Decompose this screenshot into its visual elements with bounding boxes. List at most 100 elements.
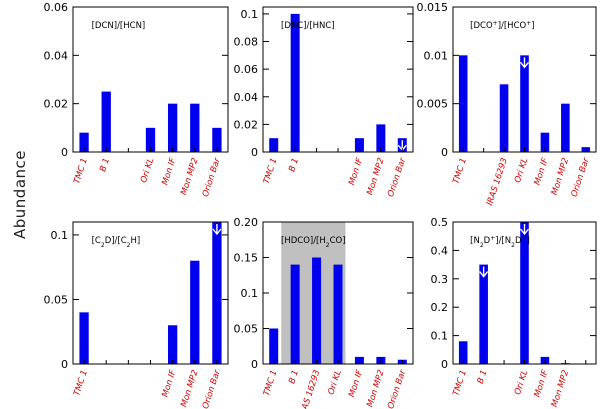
bar-mon-if bbox=[354, 138, 364, 152]
bar-mon-if bbox=[167, 103, 178, 152]
category-label: B 1 bbox=[476, 369, 490, 385]
bar-tmc-1 bbox=[79, 132, 89, 152]
bar-ori-kl bbox=[333, 264, 343, 364]
y-tick-label: 0.06 bbox=[44, 1, 69, 14]
category-label: TMC 1 bbox=[72, 157, 90, 185]
bar-mon-mp2 bbox=[376, 124, 386, 152]
y-tick-label: 0.08 bbox=[234, 36, 259, 49]
category-label: Mon MP2 bbox=[365, 369, 386, 409]
y-tick-label: 0.20 bbox=[234, 216, 259, 229]
bar-tmc-1 bbox=[269, 328, 279, 364]
y-tick-label: 0.5 bbox=[431, 216, 449, 229]
category-label: Ori KL bbox=[139, 157, 156, 185]
y-tick-label: 0.3 bbox=[431, 273, 449, 286]
category-label: Mon IF bbox=[160, 369, 178, 399]
bar-b-1 bbox=[101, 91, 111, 152]
bar-ori-kl bbox=[520, 55, 529, 153]
category-label: Mon MP2 bbox=[550, 157, 571, 197]
panel-2: 0 0.02 0.04 0.06 0.08 0.1 TMC 1 B 1 Mon IF Mon MP… bbox=[234, 6, 414, 198]
category-label: Orion Bar bbox=[201, 368, 223, 409]
category-label: B 1 bbox=[287, 157, 301, 173]
category-label: Mon IF bbox=[347, 157, 365, 187]
category-label: Orion Bar bbox=[386, 156, 408, 198]
y-tick-label: 0.02 bbox=[234, 118, 259, 131]
category-label: TMC 1 bbox=[451, 157, 469, 185]
category-label: Ori KL bbox=[513, 157, 530, 185]
bar-mon-mp2 bbox=[190, 260, 200, 364]
category-label: TMC 1 bbox=[72, 369, 90, 397]
panel-title: [DCN]/[HCN] bbox=[92, 21, 146, 31]
y-tick-label: 0.04 bbox=[234, 91, 259, 104]
panel-1: 0 0.02 0.04 0.06 TMC 1 B 1 Ori KL Mon IF Mon MP2… bbox=[44, 1, 229, 198]
category-label: Mon IF bbox=[160, 157, 178, 187]
panel-title: [DCO+]/[HCO+] bbox=[470, 20, 534, 32]
y-tick-label: 0.1 bbox=[431, 330, 449, 343]
y-tick-label: 0.05 bbox=[234, 323, 259, 336]
category-label: Orion Bar bbox=[386, 368, 408, 409]
category-label: Orion Bar bbox=[570, 156, 592, 198]
y-tick-label: 0.15 bbox=[234, 252, 259, 265]
category-label: Orion Bar bbox=[201, 156, 223, 198]
category-label: IRAS 16293 bbox=[298, 369, 323, 409]
category-label: Mon MP2 bbox=[365, 157, 386, 197]
y-tick-label: 0 bbox=[441, 358, 448, 371]
category-label: B 1 bbox=[287, 369, 301, 385]
y-tick-label: 0.1 bbox=[241, 287, 259, 300]
category-label: Ori KL bbox=[326, 369, 343, 397]
category-label: Mon IF bbox=[347, 369, 365, 399]
y-tick-label: 0 bbox=[251, 358, 258, 371]
category-label: TMC 1 bbox=[451, 369, 469, 397]
category-label: Mon MP2 bbox=[179, 157, 200, 197]
panel-6: 0 0.1 0.2 0.3 0.4 0.5 TMC 1 B 1 Ori KL Mon IF Mon … bbox=[431, 216, 597, 409]
bar-tmc-1 bbox=[458, 55, 468, 153]
category-label: IRAS 16293 bbox=[485, 157, 510, 207]
y-tick-label: 0.04 bbox=[44, 49, 69, 62]
y-tick-label: 0.02 bbox=[44, 98, 69, 111]
upper-limit-arrow bbox=[212, 224, 222, 236]
category-label: Ori KL bbox=[513, 369, 530, 397]
bar-tmc-1 bbox=[79, 312, 89, 364]
bar-b-1 bbox=[290, 13, 300, 153]
bar-mon-mp2 bbox=[561, 103, 570, 152]
bar-iras-16293 bbox=[499, 84, 509, 152]
category-label: Mon IF bbox=[533, 157, 551, 187]
category-label: B 1 bbox=[98, 157, 112, 173]
bar-ori-kl bbox=[145, 127, 156, 152]
y-tick-label: 0.05 bbox=[44, 293, 69, 306]
category-label: TMC 1 bbox=[262, 369, 280, 397]
bar-mon-if bbox=[540, 132, 550, 152]
panel-title: [HDCO]/[H2CO] bbox=[281, 236, 346, 249]
upper-limit-arrow bbox=[519, 57, 530, 69]
category-label: TMC 1 bbox=[262, 157, 280, 185]
bar-orion-bar bbox=[212, 222, 222, 364]
y-tick-label: 0.01 bbox=[424, 49, 449, 62]
bar-orion-bar bbox=[212, 127, 222, 152]
upper-limit-arrow bbox=[479, 266, 489, 278]
bar-tmc-1 bbox=[269, 138, 279, 152]
y-tick-label: 0.4 bbox=[431, 244, 449, 257]
bar-iras-16293 bbox=[312, 257, 322, 364]
bar-ori-kl bbox=[520, 222, 529, 364]
upper-limit-arrow bbox=[519, 224, 530, 236]
y-tick-label: 0.005 bbox=[417, 98, 449, 111]
bar-mon-if bbox=[167, 325, 178, 364]
y-tick-label: 0.06 bbox=[234, 63, 259, 76]
bar-mon-mp2 bbox=[190, 103, 200, 152]
y-tick-label: 0 bbox=[61, 146, 68, 159]
category-label: Mon MP2 bbox=[550, 369, 571, 409]
panel-title: [N2D+]/[N2D+] bbox=[470, 235, 530, 249]
panel-4: 0 0.05 0.1 TMC 1 Mon IF Mon MP2 Orion Bar [C2D]… bbox=[44, 221, 229, 409]
panel-title: [C2D]/[C2H] bbox=[92, 236, 141, 249]
bar-b-1 bbox=[290, 264, 300, 364]
y-tick-label: 0.015 bbox=[417, 1, 449, 14]
category-label: Mon MP2 bbox=[179, 369, 200, 409]
y-tick-label: 0 bbox=[251, 146, 258, 159]
y-tick-label: 0 bbox=[61, 358, 68, 371]
category-label: Mon IF bbox=[533, 369, 551, 399]
panel-title: [DNC]/[HNC] bbox=[281, 21, 335, 31]
bar-tmc-1 bbox=[458, 341, 468, 364]
y-tick-label: 0.1 bbox=[241, 8, 259, 21]
